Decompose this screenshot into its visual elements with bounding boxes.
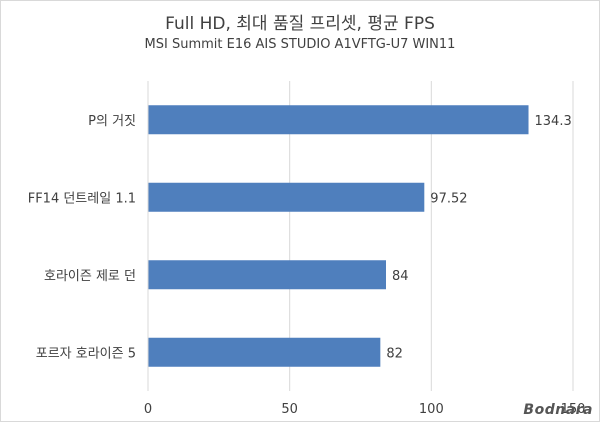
chart-subtitle: MSI Summit E16 AIS STUDIO A1VFTG-U7 WIN1… [144,37,456,52]
bar [148,260,386,290]
data-label: 97.52 [430,191,467,206]
bar [148,105,529,135]
chart-title: Full HD, 최대 품질 프리셋, 평균 FPS [165,14,435,34]
x-tick-label: 50 [281,402,298,417]
bar [148,337,381,367]
x-tick-label: 0 [144,402,152,417]
x-tick-label: 150 [561,402,586,417]
x-tick-label: 100 [419,402,444,417]
bar [148,182,425,212]
category-label: P의 거짓 [88,114,136,129]
data-label: 134.3 [535,114,572,129]
category-label: FF14 던트레일 1.1 [28,191,136,206]
watermark-logo: Bodnara [523,402,593,418]
data-label: 82 [386,346,403,361]
category-label: 호라이즌 제로 던 [44,269,136,284]
category-label: 포르자 호라이즌 5 [36,346,136,361]
data-label: 84 [392,269,409,284]
